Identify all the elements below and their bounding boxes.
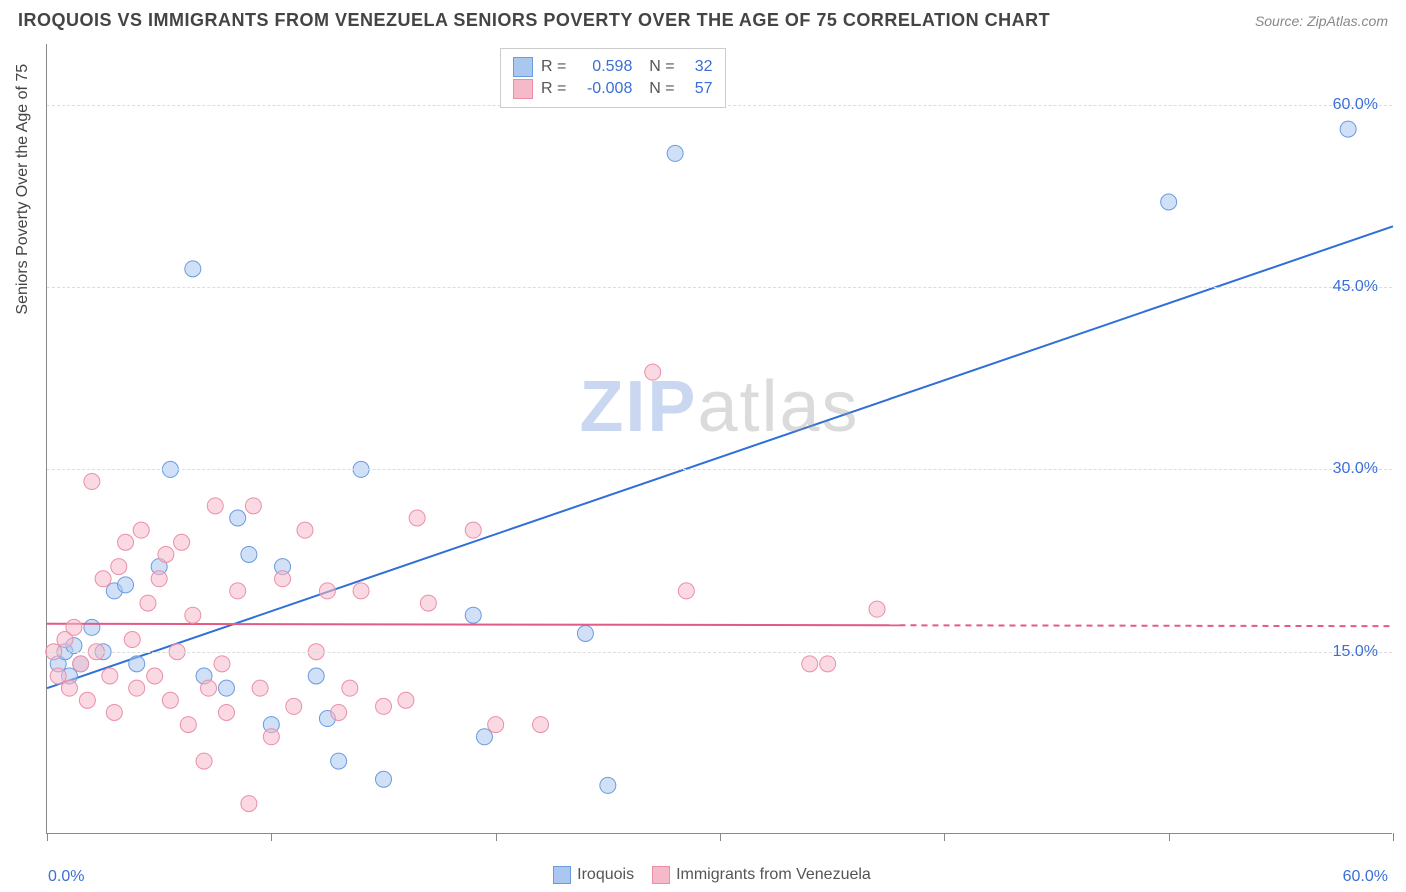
correlation-legend: R = 0.598 N = 32 R = -0.008 N = 57 (500, 48, 726, 108)
scatter-svg (47, 44, 1392, 833)
legend-swatch (513, 57, 533, 77)
gridline (47, 287, 1392, 288)
x-max-label: 60.0% (1343, 868, 1388, 886)
legend-label: Immigrants from Venezuela (676, 866, 871, 883)
legend-row: R = 0.598 N = 32 (513, 57, 713, 77)
stat-n-label: N = (640, 58, 674, 76)
stat-n-value: 32 (683, 58, 713, 76)
y-tick-label: 60.0% (1333, 96, 1378, 114)
stat-r-label: R = (541, 58, 566, 76)
stat-r-value: -0.008 (574, 80, 632, 98)
chart-title: IROQUOIS VS IMMIGRANTS FROM VENEZUELA SE… (18, 10, 1050, 31)
chart-plot-area: ZIPatlas 15.0%30.0%45.0%60.0% (46, 44, 1392, 834)
source-label: Source: ZipAtlas.com (1255, 13, 1388, 29)
stat-r-value: 0.598 (574, 58, 632, 76)
x-tick (271, 833, 272, 841)
legend-swatch (513, 79, 533, 99)
x-tick (944, 833, 945, 841)
gridline (47, 469, 1392, 470)
y-tick-label: 15.0% (1333, 643, 1378, 661)
stat-r-label: R = (541, 80, 566, 98)
legend-swatch (652, 866, 670, 884)
x-tick (720, 833, 721, 841)
y-tick-label: 45.0% (1333, 278, 1378, 296)
x-tick (1169, 833, 1170, 841)
x-tick (1393, 833, 1394, 841)
y-axis-label: Seniors Poverty Over the Age of 75 (14, 64, 32, 315)
gridline (47, 652, 1392, 653)
y-tick-label: 30.0% (1333, 460, 1378, 478)
x-tick (496, 833, 497, 841)
legend-row: R = -0.008 N = 57 (513, 79, 713, 99)
stat-n-value: 57 (683, 80, 713, 98)
legend-swatch (553, 866, 571, 884)
x-tick (47, 833, 48, 841)
stat-n-label: N = (640, 80, 674, 98)
series-legend: Iroquois Immigrants from Venezuela (0, 866, 1406, 884)
legend-label: Iroquois (577, 866, 634, 883)
x-min-label: 0.0% (48, 868, 84, 886)
